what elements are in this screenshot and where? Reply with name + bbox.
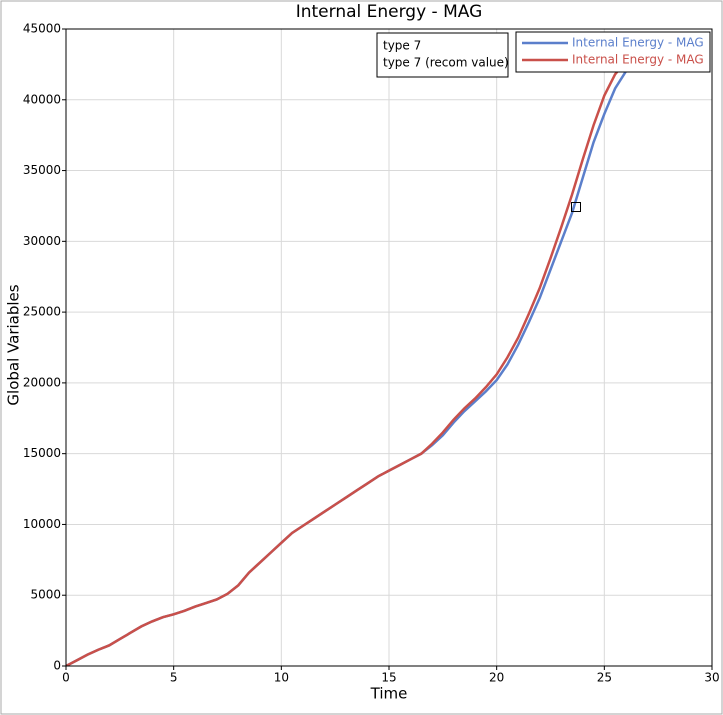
legend: Internal Energy - MAG Internal Energy - M…	[515, 31, 711, 73]
y-tick-label: 45000	[23, 22, 61, 36]
x-tick-label: 20	[489, 671, 504, 685]
x-tick-label: 10	[274, 671, 289, 685]
x-tick-label: 0	[62, 671, 70, 685]
x-tick-label: 30	[704, 671, 719, 685]
x-tick-label: 15	[381, 671, 396, 685]
annotation-box	[376, 32, 509, 78]
x-axis-label: Time	[370, 685, 408, 703]
x-tick-label: 25	[597, 671, 612, 685]
y-tick-label: 20000	[23, 375, 61, 389]
legend-label: Internal Energy - MAG	[572, 53, 704, 67]
annotation: type 7 (recom value)	[383, 56, 509, 70]
series-line	[66, 42, 649, 666]
y-tick-label: 5000	[30, 588, 61, 602]
y-axis-label: Global Variables	[5, 284, 23, 405]
y-tick-label: 0	[53, 659, 61, 673]
legend-label: Internal Energy - MAG	[572, 36, 704, 50]
legend-box	[515, 31, 711, 73]
y-tick-label: 30000	[23, 234, 61, 248]
y-tick-label: 25000	[23, 305, 61, 319]
y-tick-label: 35000	[23, 163, 61, 177]
annotation: type 7	[383, 39, 421, 53]
x-tick-label: 5	[170, 671, 178, 685]
chart-title: Internal Energy - MAG	[296, 2, 483, 22]
y-tick-label: 10000	[23, 517, 61, 531]
y-tick-label: 40000	[23, 92, 61, 106]
plot-lines	[66, 42, 649, 666]
cursor-marker	[571, 202, 581, 212]
y-tick-label: 15000	[23, 446, 61, 460]
